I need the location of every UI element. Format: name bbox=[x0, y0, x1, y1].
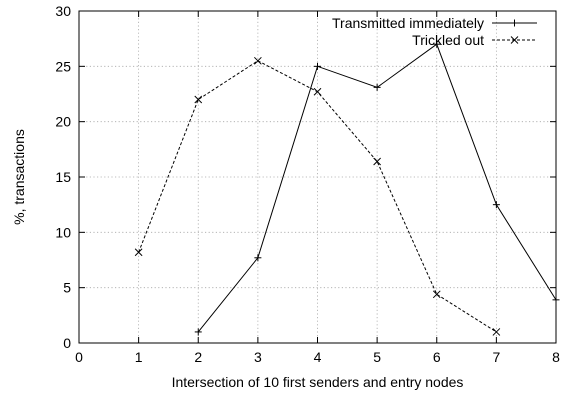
data-point-stroke bbox=[134, 248, 143, 257]
data-point bbox=[194, 328, 202, 336]
y-tick-labels: 0 5 10 15 20 25 30 bbox=[55, 3, 71, 351]
series-1 bbox=[194, 40, 560, 336]
x-tick-label: 5 bbox=[373, 349, 381, 365]
x-tick-label: 1 bbox=[135, 349, 143, 365]
data-point-stroke bbox=[510, 36, 519, 44]
data-point bbox=[254, 56, 262, 65]
data-point-stroke bbox=[373, 157, 381, 166]
legend-label: Transmitted immediately bbox=[332, 15, 484, 31]
data-point bbox=[314, 62, 321, 70]
y-tick-label: 30 bbox=[55, 3, 71, 19]
data-point bbox=[510, 36, 519, 44]
x-tick-label: 8 bbox=[552, 349, 560, 365]
data-point-stroke bbox=[432, 290, 441, 299]
data-point-stroke bbox=[313, 87, 322, 96]
data-point bbox=[313, 87, 322, 96]
x-tick-label: 4 bbox=[314, 349, 322, 365]
data-point-stroke bbox=[492, 328, 501, 336]
y-axis-label: %, transactions bbox=[11, 129, 27, 225]
data-point bbox=[194, 95, 203, 104]
y-tick-label: 0 bbox=[63, 335, 71, 351]
y-tick-label: 20 bbox=[55, 114, 71, 130]
data-point bbox=[492, 201, 500, 209]
y-tick-label: 15 bbox=[55, 169, 71, 185]
data-point bbox=[373, 157, 381, 166]
data-point bbox=[433, 40, 441, 48]
y-tick-label: 10 bbox=[55, 224, 71, 240]
x-tick-label: 7 bbox=[492, 349, 500, 365]
x-axis-label: Intersection of 10 first senders and ent… bbox=[172, 374, 464, 390]
legend-item: Trickled out bbox=[412, 32, 537, 48]
data-point-stroke bbox=[194, 95, 203, 104]
data-point bbox=[134, 248, 143, 257]
x-tick-label: 2 bbox=[194, 349, 202, 365]
series-2 bbox=[134, 56, 501, 336]
series-layer bbox=[134, 40, 560, 336]
x-tick-label: 0 bbox=[75, 349, 83, 365]
grid bbox=[79, 11, 556, 343]
legend-label: Trickled out bbox=[412, 32, 484, 48]
data-point bbox=[432, 290, 441, 299]
data-point bbox=[492, 328, 501, 336]
plot-frame bbox=[78, 10, 557, 344]
x-tick-labels: 0 1 2 3 4 5 6 7 8 bbox=[75, 349, 560, 365]
data-point bbox=[254, 254, 262, 262]
data-point bbox=[511, 19, 518, 27]
data-point-stroke bbox=[254, 56, 262, 65]
y-tick-label: 5 bbox=[63, 280, 71, 296]
x-tick-label: 3 bbox=[254, 349, 262, 365]
x-tick-label: 6 bbox=[433, 349, 441, 365]
legend-item: Transmitted immediately bbox=[332, 15, 537, 31]
y-tick-label: 25 bbox=[55, 58, 71, 74]
data-point bbox=[373, 83, 381, 91]
